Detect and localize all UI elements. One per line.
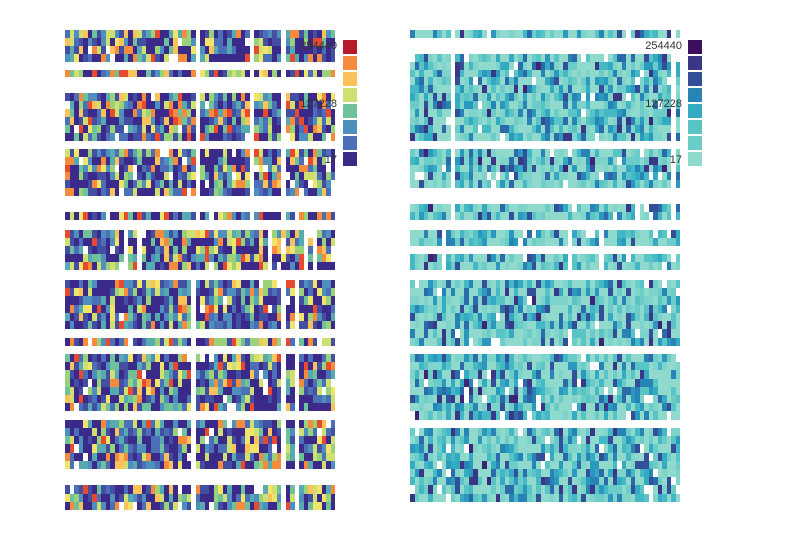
heatmap-left: 254440 127228 17 xyxy=(65,30,335,510)
heatmap-left-section-1 xyxy=(65,230,335,270)
legend-swatch xyxy=(688,72,702,86)
legend-right-mid: 127228 xyxy=(632,98,682,110)
legend-swatch xyxy=(688,120,702,134)
legend-left-min: 17 xyxy=(287,154,337,166)
legend-left-max: 254440 xyxy=(287,40,337,52)
heatmap-left-section-2 xyxy=(65,280,335,510)
heatmap-left-section-0 xyxy=(65,30,335,220)
legend-right-swatches xyxy=(688,40,702,166)
legend-left-swatches xyxy=(343,40,357,166)
legend-swatch xyxy=(688,152,702,166)
legend-swatch xyxy=(343,88,357,102)
legend-right: 254440 127228 17 xyxy=(688,40,702,168)
legend-swatch xyxy=(688,88,702,102)
heatmap-right-section-0 xyxy=(410,30,680,220)
legend-right-min: 17 xyxy=(632,154,682,166)
heatmap-right-section-2 xyxy=(410,280,680,510)
legend-swatch xyxy=(343,56,357,70)
legend-swatch xyxy=(688,56,702,70)
legend-left-mid: 127228 xyxy=(287,98,337,110)
legend-swatch xyxy=(688,104,702,118)
legend-swatch xyxy=(343,120,357,134)
legend-swatch xyxy=(343,72,357,86)
legend-left: 254440 127228 17 xyxy=(343,40,357,168)
heatmap-right-section-1 xyxy=(410,230,680,270)
legend-swatch xyxy=(343,104,357,118)
legend-swatch xyxy=(343,152,357,166)
legend-right-max: 254440 xyxy=(632,40,682,52)
legend-swatch xyxy=(343,136,357,150)
legend-swatch xyxy=(343,40,357,54)
legend-swatch xyxy=(688,136,702,150)
legend-swatch xyxy=(688,40,702,54)
heatmap-right: 254440 127228 17 xyxy=(410,30,680,510)
